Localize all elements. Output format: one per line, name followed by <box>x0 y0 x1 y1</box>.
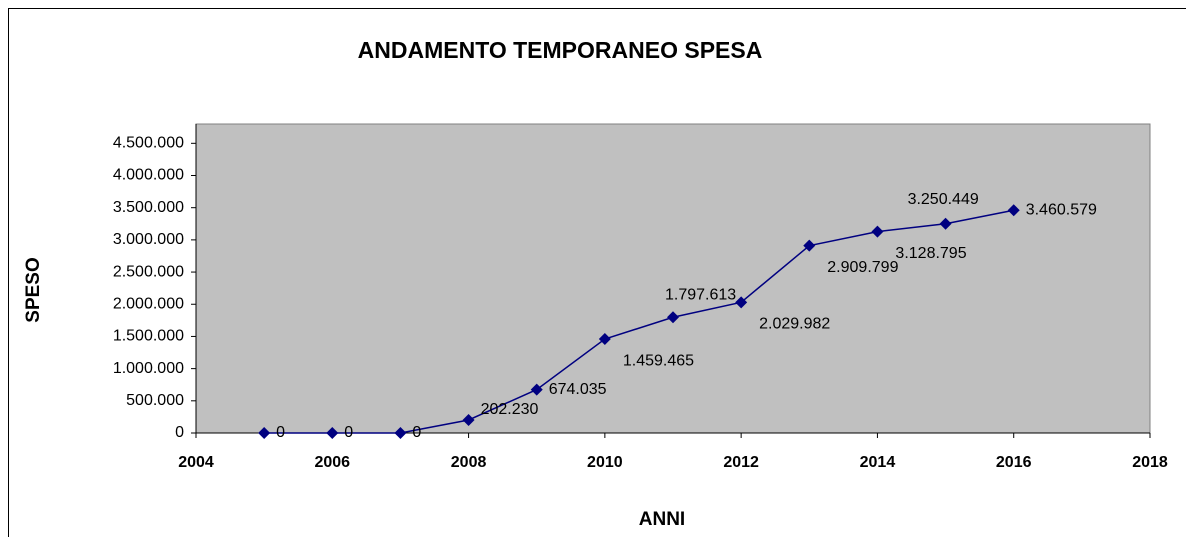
data-point <box>871 225 884 238</box>
x-tick-label: 2006 <box>314 454 350 471</box>
x-tick-label: 2012 <box>723 454 759 471</box>
x-tick-label: 2014 <box>860 454 896 471</box>
x-tick-label: 2016 <box>996 454 1032 471</box>
data-label: 0 <box>344 424 353 441</box>
data-point <box>326 427 339 439</box>
data-point <box>258 427 271 439</box>
data-label: 1.797.613 <box>665 286 736 303</box>
x-tick-label: 2010 <box>587 454 623 471</box>
y-tick-label: 1.500.000 <box>113 328 184 345</box>
data-label: 2.029.982 <box>759 316 830 333</box>
y-axis-title: SPESO <box>23 257 44 322</box>
data-point <box>598 333 611 346</box>
data-label: 0 <box>276 424 285 441</box>
y-tick-label: 0 <box>175 424 184 441</box>
chart-title: ANDAMENTO TEMPORANEO SPESA <box>358 37 763 63</box>
y-tick-label: 2.000.000 <box>113 295 184 312</box>
data-point <box>939 217 952 230</box>
data-label: 1.459.465 <box>623 352 694 369</box>
plot-area <box>195 123 1151 434</box>
y-tick-label: 3.500.000 <box>113 199 184 216</box>
data-label: 674.035 <box>549 381 607 398</box>
data-point <box>530 383 543 396</box>
y-tick-label: 3.000.000 <box>113 231 184 248</box>
x-axis-title: ANNI <box>639 509 685 530</box>
data-point <box>1007 204 1020 217</box>
data-point <box>803 239 816 252</box>
x-tick-label: 2004 <box>178 454 214 471</box>
data-label: 0 <box>412 424 421 441</box>
y-tick-label: 500.000 <box>126 392 184 409</box>
x-tick-label: 2008 <box>451 454 487 471</box>
data-label: 3.250.449 <box>908 191 979 208</box>
y-tick-label: 2.500.000 <box>113 263 184 280</box>
y-tick-label: 4.500.000 <box>113 135 184 152</box>
data-label: 202.230 <box>481 401 539 418</box>
data-point <box>462 413 475 426</box>
data-point <box>667 311 679 324</box>
y-tick-label: 1.000.000 <box>113 360 184 377</box>
x-tick-label: 2018 <box>1132 454 1168 471</box>
data-point <box>735 296 748 309</box>
data-point <box>394 427 407 439</box>
data-line <box>264 209 1014 434</box>
data-label: 2.909.799 <box>827 259 898 276</box>
y-tick-label: 4.000.000 <box>113 167 184 184</box>
data-label: 3.128.795 <box>895 245 966 262</box>
data-label: 3.460.579 <box>1026 201 1097 218</box>
